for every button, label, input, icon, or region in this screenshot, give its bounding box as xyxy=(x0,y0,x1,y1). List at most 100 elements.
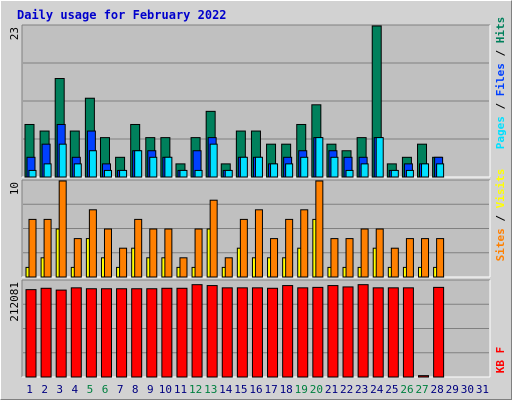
bar-kb-day-13 xyxy=(206,285,218,378)
bar-sites-day-27 xyxy=(421,238,430,278)
bar-kb-day-1 xyxy=(25,289,37,378)
bar-kb-day-6 xyxy=(100,288,112,378)
x-tick-label-day-4: 4 xyxy=(72,383,79,396)
legend-separator: / xyxy=(494,43,507,63)
bar-sites-day-28 xyxy=(436,238,445,278)
bar-kb-day-7 xyxy=(116,288,128,378)
bar-pages-day-28 xyxy=(436,163,445,178)
bar-pages-day-14 xyxy=(224,169,233,178)
x-tick-label-day-22: 22 xyxy=(340,383,353,396)
bar-kb-day-24 xyxy=(372,287,384,378)
bar-kb-day-15 xyxy=(236,287,248,378)
x-tick-label-day-28: 28 xyxy=(431,383,444,396)
legend-separator: / xyxy=(494,208,507,228)
bar-sites-day-3 xyxy=(58,180,67,278)
bar-sites-day-11 xyxy=(179,257,188,278)
x-tick-label-day-9: 9 xyxy=(147,383,154,396)
bar-kb-day-26 xyxy=(402,287,414,378)
bar-kb-day-4 xyxy=(70,287,82,378)
bar-pages-day-26 xyxy=(405,169,414,178)
x-tick-label-day-5: 5 xyxy=(87,383,94,396)
bar-kb-day-20 xyxy=(312,286,324,378)
bar-kb-day-23 xyxy=(357,284,369,378)
bar-kb-day-9 xyxy=(146,288,158,378)
y-max-label-kbytes: 212081 xyxy=(8,282,21,322)
x-tick-label-day-3: 3 xyxy=(56,383,63,396)
bar-sites-day-19 xyxy=(300,209,309,278)
bar-pages-day-6 xyxy=(103,169,112,178)
bar-pages-day-22 xyxy=(345,169,354,178)
x-tick-label-day-19: 19 xyxy=(295,383,308,396)
bar-sites-day-13 xyxy=(209,199,218,278)
bar-sites-day-16 xyxy=(254,209,263,278)
bar-sites-day-8 xyxy=(134,218,143,278)
bar-kb-day-3 xyxy=(55,289,67,378)
bar-sites-day-22 xyxy=(345,238,354,278)
bar-pages-day-17 xyxy=(270,163,279,178)
bar-kb-day-19 xyxy=(297,287,309,378)
bar-pages-day-16 xyxy=(254,156,263,178)
bar-pages-day-8 xyxy=(134,150,143,178)
x-tick-label-day-29: 29 xyxy=(446,383,459,396)
bar-kb-day-27 xyxy=(418,375,430,378)
x-tick-label-day-20: 20 xyxy=(310,383,323,396)
x-tick-label-day-2: 2 xyxy=(41,383,48,396)
bar-kb-day-17 xyxy=(267,287,279,378)
x-tick-label-day-1: 1 xyxy=(26,383,33,396)
legend-separator: / xyxy=(494,96,507,116)
bar-sites-day-23 xyxy=(360,228,369,278)
bar-sites-day-4 xyxy=(73,238,82,278)
bar-sites-day-21 xyxy=(330,238,339,278)
x-tick-label-day-8: 8 xyxy=(132,383,139,396)
bar-pages-day-21 xyxy=(330,156,339,178)
x-tick-label-day-26: 26 xyxy=(400,383,413,396)
legend-pages: Pages xyxy=(494,116,507,149)
bar-pages-day-24 xyxy=(375,137,384,178)
bar-pages-day-15 xyxy=(239,156,248,178)
bar-pages-day-23 xyxy=(360,163,369,178)
y-max-label-visits-sites: 10 xyxy=(8,182,21,195)
bar-sites-day-12 xyxy=(194,228,203,278)
bar-kb-day-5 xyxy=(85,288,97,378)
bar-pages-day-4 xyxy=(73,163,82,178)
bar-pages-day-12 xyxy=(194,169,203,178)
bar-sites-day-1 xyxy=(28,218,37,278)
bar-pages-day-7 xyxy=(119,169,128,178)
bar-pages-day-2 xyxy=(43,163,52,178)
x-tick-label-day-21: 21 xyxy=(325,383,338,396)
x-tick-label-day-13: 13 xyxy=(204,383,217,396)
bar-pages-day-25 xyxy=(390,169,399,178)
bar-sites-day-25 xyxy=(390,247,399,278)
bar-sites-day-26 xyxy=(405,238,414,278)
x-tick-label-day-18: 18 xyxy=(280,383,293,396)
legend-sites: Sites xyxy=(494,228,507,261)
bar-pages-day-11 xyxy=(179,169,188,178)
bar-pages-day-9 xyxy=(149,156,158,178)
x-tick-label-day-7: 7 xyxy=(117,383,124,396)
bar-kb-day-14 xyxy=(221,287,233,378)
bar-kb-day-16 xyxy=(251,287,263,378)
bar-sites-day-15 xyxy=(239,218,248,278)
bar-kb-day-10 xyxy=(161,287,173,378)
bar-kb-day-28 xyxy=(433,286,445,378)
bar-sites-day-17 xyxy=(270,238,279,278)
bar-kb-day-11 xyxy=(176,287,188,378)
bar-pages-day-10 xyxy=(164,156,173,178)
bar-pages-day-20 xyxy=(315,137,324,178)
x-tick-label-day-10: 10 xyxy=(159,383,172,396)
bar-kb-day-22 xyxy=(342,286,354,378)
bar-sites-day-20 xyxy=(315,180,324,278)
bar-kb-day-12 xyxy=(191,284,203,378)
legend-hits: Hits xyxy=(494,17,507,44)
bar-sites-day-9 xyxy=(149,228,158,278)
bar-pages-day-3 xyxy=(58,143,67,178)
bar-kb-day-2 xyxy=(40,287,52,378)
x-tick-label-day-24: 24 xyxy=(370,383,384,396)
y-max-label-hits-files-pages: 23 xyxy=(8,27,21,40)
legend-visits: Visits xyxy=(494,169,507,209)
x-tick-label-day-30: 30 xyxy=(461,383,474,396)
x-tick-label-day-27: 27 xyxy=(415,383,428,396)
bar-kb-day-21 xyxy=(327,285,339,378)
bar-sites-day-6 xyxy=(103,228,112,278)
